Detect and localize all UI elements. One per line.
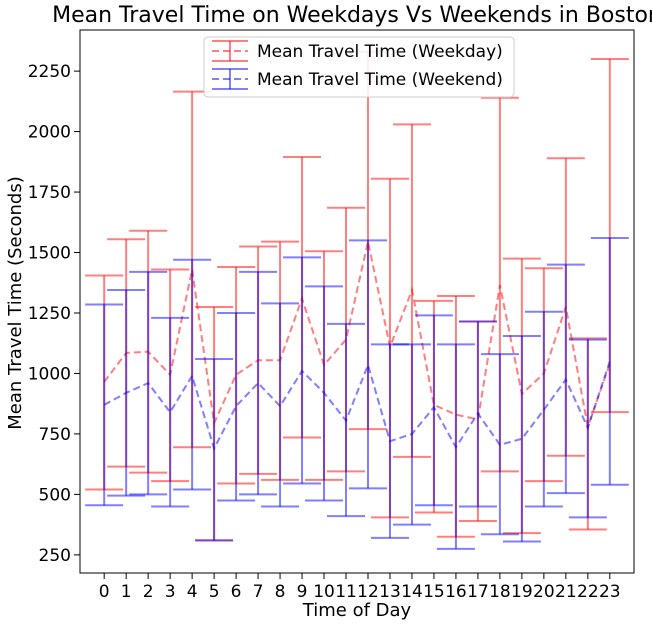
y-tick-label: 1000 [28, 364, 71, 384]
legend-label: Mean Travel Time (Weekend) [257, 70, 503, 90]
legend-label: Mean Travel Time (Weekday) [257, 42, 503, 62]
x-tick-label: 0 [99, 582, 110, 602]
plot-area [80, 30, 634, 573]
x-tick-label: 3 [165, 582, 176, 602]
x-tick-label: 23 [599, 582, 621, 602]
x-tick-label: 17 [467, 582, 489, 602]
x-tick-label: 14 [401, 582, 423, 602]
legend: Mean Travel Time (Weekday) Mean Travel Ti… [203, 36, 515, 98]
x-tick-label: 16 [445, 582, 467, 602]
x-axis-label: Time of Day [302, 600, 412, 621]
y-tick-label: 1250 [28, 304, 71, 324]
y-axis-label: Mean Travel Time (Seconds) [5, 176, 26, 429]
chart-title: Mean Travel Time on Weekdays Vs Weekends… [52, 3, 652, 28]
legend-item: Mean Travel Time (Weekday) [212, 40, 503, 62]
series-layer [85, 50, 629, 550]
x-tick-label: 13 [379, 582, 401, 602]
x-tick-label: 20 [533, 582, 555, 602]
y-tick-label: 2250 [28, 62, 71, 82]
x-tick-label: 7 [253, 582, 264, 602]
y-tick-label: 250 [39, 546, 71, 566]
x-tick-label: 2 [143, 582, 154, 602]
x-tick-label: 21 [555, 582, 577, 602]
x-tick-label: 8 [275, 582, 286, 602]
series-line [103, 361, 611, 452]
series-line [103, 241, 611, 431]
y-tick-label: 2000 [28, 123, 71, 143]
x-tick-label: 6 [231, 582, 242, 602]
y-tick-label: 500 [39, 485, 71, 505]
plot-frame [79, 29, 635, 574]
x-tick-label: 15 [423, 582, 445, 602]
x-tick-label: 19 [511, 582, 533, 602]
x-tick-label: 10 [313, 582, 335, 602]
y-tick-label: 1750 [28, 183, 71, 203]
x-tick-label: 11 [335, 582, 357, 602]
legend-box [203, 36, 515, 98]
legend-item: Mean Travel Time (Weekend) [212, 68, 503, 90]
x-tick-label: 1 [121, 582, 132, 602]
plot-background [80, 30, 634, 573]
x-tick-label: 22 [577, 582, 599, 602]
x-tick-label: 5 [209, 582, 220, 602]
x-tick-label: 9 [297, 582, 308, 602]
x-tick-label: 4 [187, 582, 198, 602]
series-weekend [85, 237, 629, 550]
y-tick-label: 1500 [28, 244, 71, 264]
x-tick-label: 18 [489, 582, 511, 602]
x-tick-label: 12 [357, 582, 379, 602]
y-tick-label: 750 [39, 425, 71, 445]
